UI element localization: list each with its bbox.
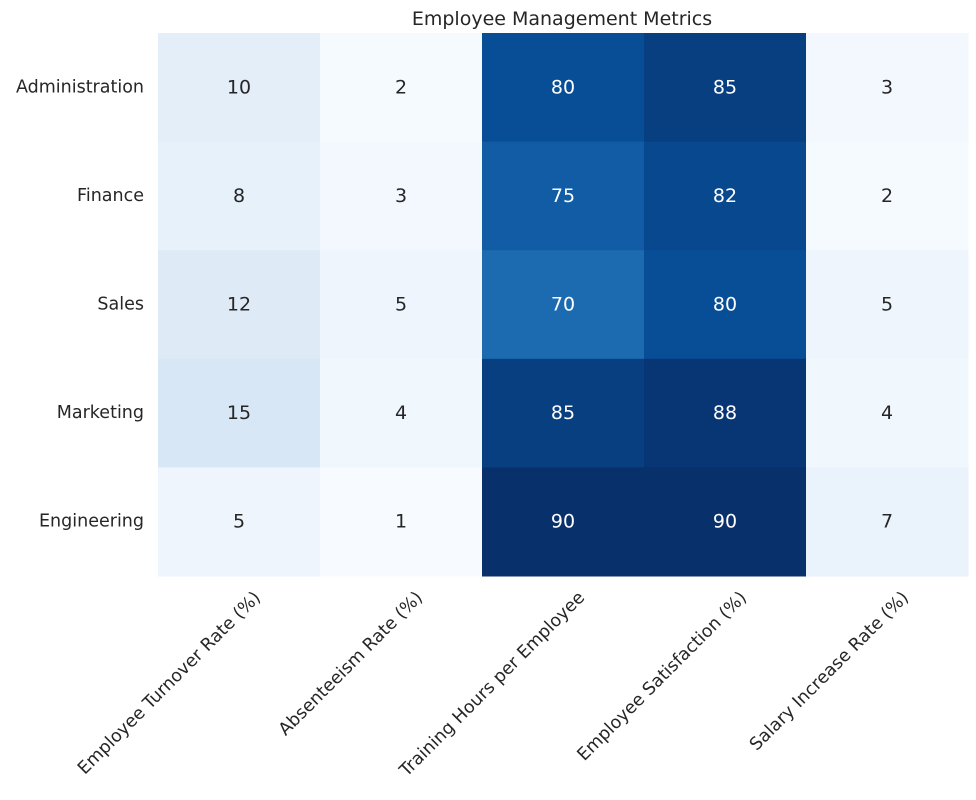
column-labels: Employee Turnover Rate (%) Absenteeism Ra… — [74, 588, 913, 782]
heatmap-cell — [644, 358, 807, 468]
heatmap-cell — [806, 467, 969, 577]
row-label: Sales — [97, 295, 144, 315]
row-label: Administration — [16, 77, 144, 97]
heatmap-cell — [158, 33, 321, 143]
cell-value-label: 85 — [551, 402, 575, 424]
cell-value-label: 80 — [551, 76, 575, 98]
cell-value-label: 4 — [881, 402, 893, 424]
heatmap-cells: 10 2 80 85 3 8 3 75 82 2 12 5 70 80 5 15 4 85 88 4 5 1 90 90 7 — [158, 33, 969, 577]
heatmap-cell — [806, 250, 969, 360]
heatmap-cell — [806, 358, 969, 468]
cell-value-label: 10 — [227, 76, 251, 98]
heatmap-cell — [482, 358, 645, 468]
heatmap-cell — [482, 141, 645, 251]
heatmap-cell — [320, 250, 483, 360]
cell-value-label: 85 — [713, 76, 737, 98]
cell-value-label: 8 — [233, 185, 245, 207]
cell-value-label: 7 — [881, 511, 893, 533]
heatmap-cell — [320, 467, 483, 577]
heatmap-cell — [482, 467, 645, 577]
heatmap-cell — [482, 33, 645, 143]
cell-value-label: 5 — [881, 294, 893, 316]
cell-value-label: 1 — [395, 511, 407, 533]
column-label: Absenteeism Rate (%) — [275, 588, 427, 740]
heatmap-cell — [320, 33, 483, 143]
heatmap-cell — [158, 141, 321, 251]
cell-value-label: 12 — [227, 294, 251, 316]
cell-value-label: 15 — [227, 402, 251, 424]
cell-value-label: 2 — [881, 185, 893, 207]
column-label: Training Hours per Employee — [395, 588, 589, 782]
heatmap-cell — [644, 141, 807, 251]
heatmap-cell — [158, 250, 321, 360]
cell-value-label: 5 — [395, 294, 407, 316]
column-label: Employee Turnover Rate (%) — [74, 588, 265, 779]
cell-value-label: 5 — [233, 511, 245, 533]
cell-value-label: 4 — [395, 402, 407, 424]
heatmap-cell — [644, 250, 807, 360]
heatmap-cell — [320, 358, 483, 468]
chart-title: Employee Management Metrics — [412, 8, 712, 30]
heatmap-cell — [644, 467, 807, 577]
cell-value-label: 80 — [713, 294, 737, 316]
row-label: Marketing — [57, 403, 144, 423]
heatmap-cell — [482, 250, 645, 360]
column-label: Salary Increase Rate (%) — [746, 588, 913, 755]
heatmap-cell — [320, 141, 483, 251]
row-label: Engineering — [39, 512, 144, 532]
column-label: Employee Satisfaction (%) — [574, 588, 751, 765]
row-labels: Administration Finance Sales Marketing Engin… — [16, 77, 144, 531]
cell-value-label: 75 — [551, 185, 575, 207]
row-label: Finance — [77, 186, 144, 206]
cell-value-label: 2 — [395, 76, 407, 98]
cell-value-label: 70 — [551, 294, 575, 316]
cell-value-label: 82 — [713, 185, 737, 207]
heatmap-cell — [806, 141, 969, 251]
cell-value-label: 90 — [551, 511, 575, 533]
heatmap-cell — [644, 33, 807, 143]
cell-value-label: 90 — [713, 511, 737, 533]
cell-value-label: 88 — [713, 402, 737, 424]
heatmap-cell — [158, 467, 321, 577]
cell-value-label: 3 — [881, 76, 893, 98]
heatmap-cell — [806, 33, 969, 143]
cell-value-label: 3 — [395, 185, 407, 207]
heatmap-cell — [158, 358, 321, 468]
